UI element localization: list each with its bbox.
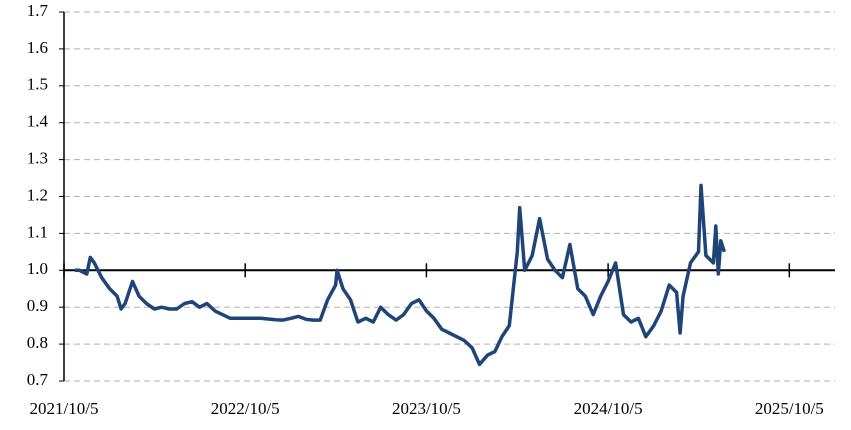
y-tick-label: 1.2 xyxy=(27,185,48,204)
x-tick-label: 2025/10/5 xyxy=(755,399,824,418)
x-tick-label: 2021/10/5 xyxy=(30,399,99,418)
data-line xyxy=(74,183,726,367)
y-tick-label: 1.1 xyxy=(27,222,48,241)
x-tick-label: 2023/10/5 xyxy=(392,399,461,418)
y-tick-label: 0.8 xyxy=(27,333,48,352)
y-tick-label: 0.9 xyxy=(27,296,48,315)
y-tick-label: 1.3 xyxy=(27,149,48,168)
x-tick-label: 2022/10/5 xyxy=(211,399,280,418)
y-tick-label: 1.7 xyxy=(27,1,49,20)
y-tick-label: 0.7 xyxy=(27,370,49,389)
y-tick-label: 1.5 xyxy=(27,75,48,94)
y-tick-label: 1.0 xyxy=(27,259,48,278)
y-tick-label: 1.6 xyxy=(27,38,48,57)
x-tick-label: 2024/10/5 xyxy=(574,399,643,418)
y-tick-label: 1.4 xyxy=(27,112,49,131)
